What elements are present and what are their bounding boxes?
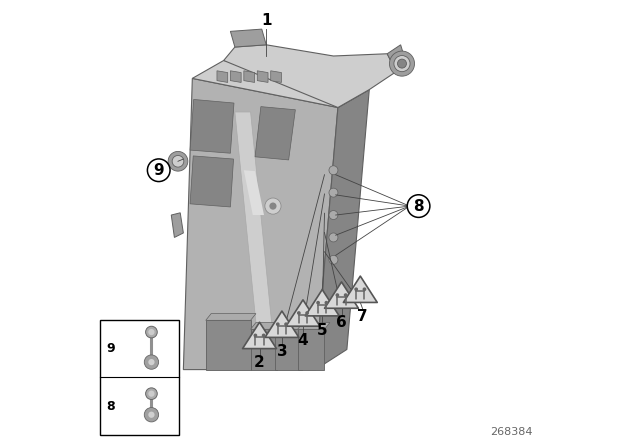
Circle shape [148,391,155,397]
Circle shape [390,51,415,76]
Text: 3: 3 [276,344,287,359]
Circle shape [276,323,280,326]
Polygon shape [265,311,299,337]
Polygon shape [172,213,184,237]
Polygon shape [324,282,358,308]
Polygon shape [387,45,407,72]
Polygon shape [316,90,369,370]
Circle shape [305,311,309,315]
Polygon shape [298,323,330,329]
Polygon shape [243,322,276,349]
Polygon shape [224,45,396,108]
Circle shape [329,255,338,264]
Circle shape [284,323,288,326]
Circle shape [172,155,184,167]
Polygon shape [298,329,324,370]
Circle shape [329,188,338,197]
Circle shape [329,233,338,242]
Polygon shape [251,323,283,329]
Circle shape [316,301,320,305]
Polygon shape [275,329,302,370]
Polygon shape [235,112,275,358]
Text: 268384: 268384 [490,427,533,437]
Polygon shape [230,29,266,47]
Text: 1: 1 [261,13,271,28]
Polygon shape [230,71,241,82]
FancyBboxPatch shape [100,320,179,435]
Text: 7: 7 [357,309,368,324]
Circle shape [297,311,301,315]
Polygon shape [275,323,307,329]
Circle shape [168,151,188,171]
Polygon shape [206,314,256,320]
Circle shape [144,355,159,369]
Text: 9: 9 [106,342,115,355]
Circle shape [265,198,281,214]
Text: 8: 8 [413,198,424,214]
Polygon shape [217,71,228,82]
Circle shape [344,293,348,297]
Circle shape [146,326,157,338]
Text: 2: 2 [254,355,265,370]
Polygon shape [190,99,234,153]
Polygon shape [244,170,264,215]
Polygon shape [255,107,296,160]
Circle shape [363,288,366,291]
Circle shape [144,408,159,422]
Circle shape [269,202,276,210]
Polygon shape [206,320,251,370]
Circle shape [148,412,155,418]
Polygon shape [192,60,369,108]
Circle shape [148,359,155,365]
Polygon shape [251,329,278,370]
Circle shape [324,301,328,305]
Text: 8: 8 [106,400,115,413]
Text: 4: 4 [298,333,308,348]
Circle shape [397,59,406,68]
Polygon shape [305,289,339,316]
Circle shape [148,329,155,335]
Circle shape [335,293,339,297]
Polygon shape [184,78,338,370]
Circle shape [355,288,358,291]
Polygon shape [286,300,320,326]
Polygon shape [190,156,234,207]
Circle shape [329,211,338,220]
Circle shape [146,388,157,400]
Text: 9: 9 [154,163,164,178]
Polygon shape [257,71,268,82]
Circle shape [329,166,338,175]
Polygon shape [244,71,255,82]
Text: 5: 5 [317,323,328,338]
Text: 6: 6 [336,315,347,330]
Circle shape [253,333,257,337]
Circle shape [262,333,266,337]
Polygon shape [271,71,282,82]
Polygon shape [344,276,377,302]
Circle shape [394,56,410,72]
